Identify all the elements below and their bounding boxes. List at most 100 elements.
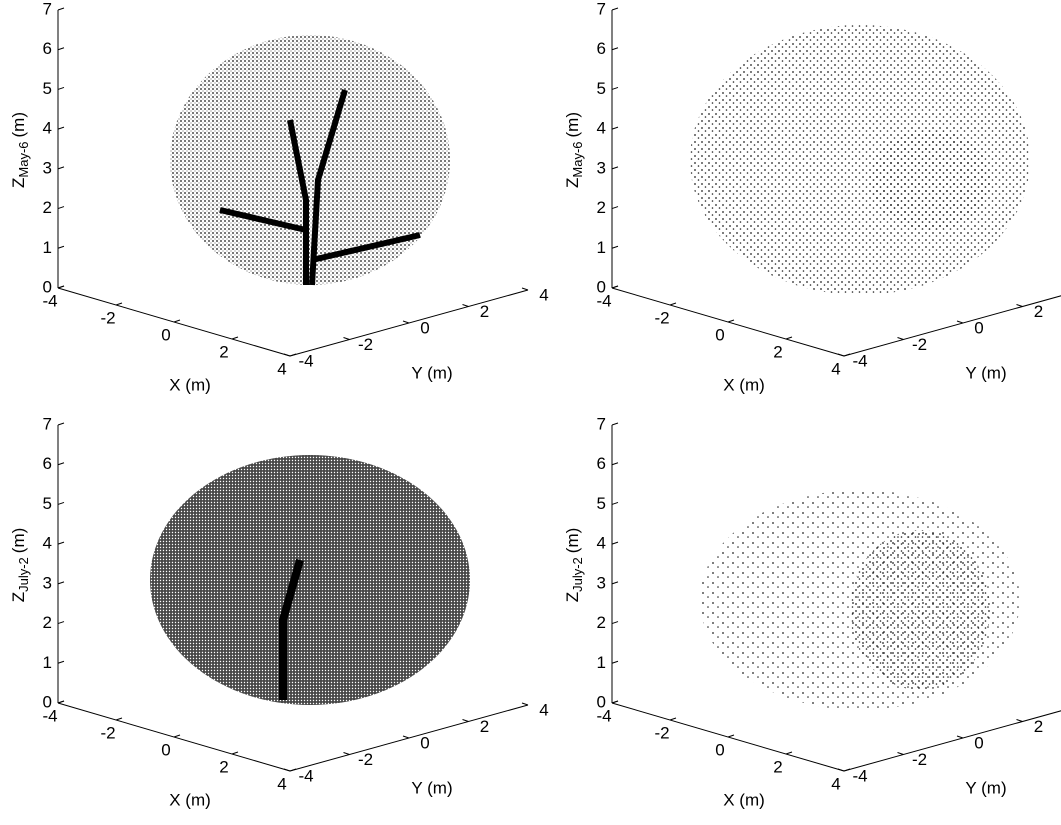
z-tick-label: 5 bbox=[597, 494, 606, 513]
y-tick-label: -2 bbox=[912, 335, 927, 354]
x-tick-label: -2 bbox=[654, 723, 669, 742]
z-label-unit: (m) bbox=[9, 528, 28, 553]
z-label-main: Z bbox=[9, 592, 28, 602]
y-tick-label: 2 bbox=[1034, 302, 1043, 321]
z-tick-label: 5 bbox=[597, 79, 606, 98]
y-tick-label: 4 bbox=[539, 700, 548, 719]
y-tick-label: -4 bbox=[298, 351, 313, 370]
y-axis bbox=[843, 710, 1061, 772]
z-tick-label: 2 bbox=[597, 613, 606, 632]
x-tick bbox=[669, 302, 677, 306]
y-tick-label: 4 bbox=[539, 285, 548, 304]
x-tick-label: -2 bbox=[100, 308, 115, 327]
y-tick bbox=[956, 320, 964, 324]
axes: 0 1 2 3 4 5 6 7 -4 -2 0 2 4 -4 -2 0 2 4 X (m) Y (m) ZJuly-2 (… bbox=[9, 414, 548, 809]
y-tick bbox=[1016, 719, 1023, 722]
x-axis-label: X (m) bbox=[169, 375, 211, 394]
y-tick-label: -4 bbox=[852, 766, 867, 785]
z-tick bbox=[57, 581, 65, 585]
y-tick bbox=[283, 353, 291, 357]
x-axis-label: X (m) bbox=[723, 375, 765, 394]
y-tick bbox=[897, 752, 904, 755]
z-tick-label: 1 bbox=[43, 653, 52, 672]
y-tick bbox=[462, 304, 469, 307]
y-tick-label: -4 bbox=[298, 766, 313, 785]
z-tick bbox=[611, 660, 619, 664]
y-tick bbox=[897, 337, 904, 340]
z-label-sub: May-6 bbox=[16, 141, 31, 177]
z-label-main: Z bbox=[9, 178, 28, 188]
z-tick bbox=[611, 126, 619, 130]
point-cloud bbox=[150, 25, 1030, 710]
x-tick-label: 2 bbox=[219, 342, 228, 361]
x-tick-label: 4 bbox=[277, 774, 286, 793]
x-tick-label: 0 bbox=[715, 325, 724, 344]
y-tick-label: 0 bbox=[974, 733, 983, 752]
z-tick bbox=[611, 7, 619, 11]
y-tick bbox=[956, 735, 964, 739]
y-axis-label: Y (m) bbox=[965, 778, 1006, 797]
y-tick bbox=[837, 353, 845, 357]
z-label-unit: (m) bbox=[563, 528, 582, 553]
z-tick-label: 4 bbox=[43, 534, 52, 553]
x-tick-label: 0 bbox=[715, 740, 724, 759]
z-axis-label: ZMay-6 (m) bbox=[563, 112, 585, 188]
z-tick-label: 7 bbox=[43, 0, 52, 18]
z-tick bbox=[611, 621, 619, 625]
z-tick-label: 6 bbox=[43, 39, 52, 58]
x-tick bbox=[669, 717, 677, 721]
y-tick-label: 0 bbox=[420, 733, 429, 752]
z-tick-label: 4 bbox=[43, 119, 52, 138]
z-tick-label: 7 bbox=[597, 414, 606, 433]
x-tick bbox=[231, 751, 239, 755]
y-tick bbox=[837, 768, 845, 772]
x-tick bbox=[843, 353, 851, 357]
y-tick-label: -4 bbox=[852, 351, 867, 370]
z-tick bbox=[611, 541, 619, 545]
z-tick bbox=[611, 501, 619, 505]
y-tick-label: -2 bbox=[912, 750, 927, 769]
y-tick bbox=[462, 719, 469, 722]
z-tick bbox=[611, 422, 619, 426]
z-axis-label: ZMay-6 (m) bbox=[9, 112, 31, 188]
x-tick-label: -2 bbox=[100, 723, 115, 742]
x-tick bbox=[115, 302, 123, 306]
x-tick bbox=[611, 285, 619, 289]
z-tick-label: 1 bbox=[597, 238, 606, 257]
x-tick bbox=[173, 734, 181, 738]
z-tick bbox=[611, 47, 619, 51]
x-tick-label: 0 bbox=[161, 325, 170, 344]
z-tick-label: 3 bbox=[597, 573, 606, 592]
z-label-main: Z bbox=[563, 178, 582, 188]
x-tick bbox=[785, 336, 793, 340]
y-tick-label: 0 bbox=[974, 318, 983, 337]
z-tick bbox=[611, 206, 619, 210]
y-tick-label: 0 bbox=[420, 318, 429, 337]
y-tick bbox=[343, 752, 350, 755]
y-axis bbox=[843, 295, 1061, 357]
z-tick-label: 0 bbox=[43, 277, 52, 296]
z-tick-label: 1 bbox=[43, 238, 52, 257]
y-tick bbox=[343, 337, 350, 340]
y-tick bbox=[402, 320, 410, 324]
z-tick-label: 2 bbox=[43, 613, 52, 632]
x-tick-label: 2 bbox=[219, 757, 228, 776]
z-tick bbox=[57, 206, 65, 210]
x-tick bbox=[57, 285, 65, 289]
z-tick bbox=[611, 166, 619, 170]
y-tick-label: 2 bbox=[480, 302, 489, 321]
x-tick bbox=[727, 319, 735, 323]
z-label-unit: (m) bbox=[9, 112, 28, 137]
x-tick-label: -4 bbox=[596, 706, 611, 725]
z-tick bbox=[611, 581, 619, 585]
z-tick bbox=[611, 86, 619, 90]
z-tick-label: 3 bbox=[43, 158, 52, 177]
y-axis-label: Y (m) bbox=[411, 778, 452, 797]
z-tick-label: 2 bbox=[597, 198, 606, 217]
z-tick-label: 4 bbox=[597, 119, 606, 138]
z-label-sub: July-2 bbox=[570, 557, 585, 592]
z-tick-label: 7 bbox=[597, 0, 606, 18]
x-tick bbox=[289, 353, 297, 357]
x-tick-label: 4 bbox=[831, 359, 840, 378]
